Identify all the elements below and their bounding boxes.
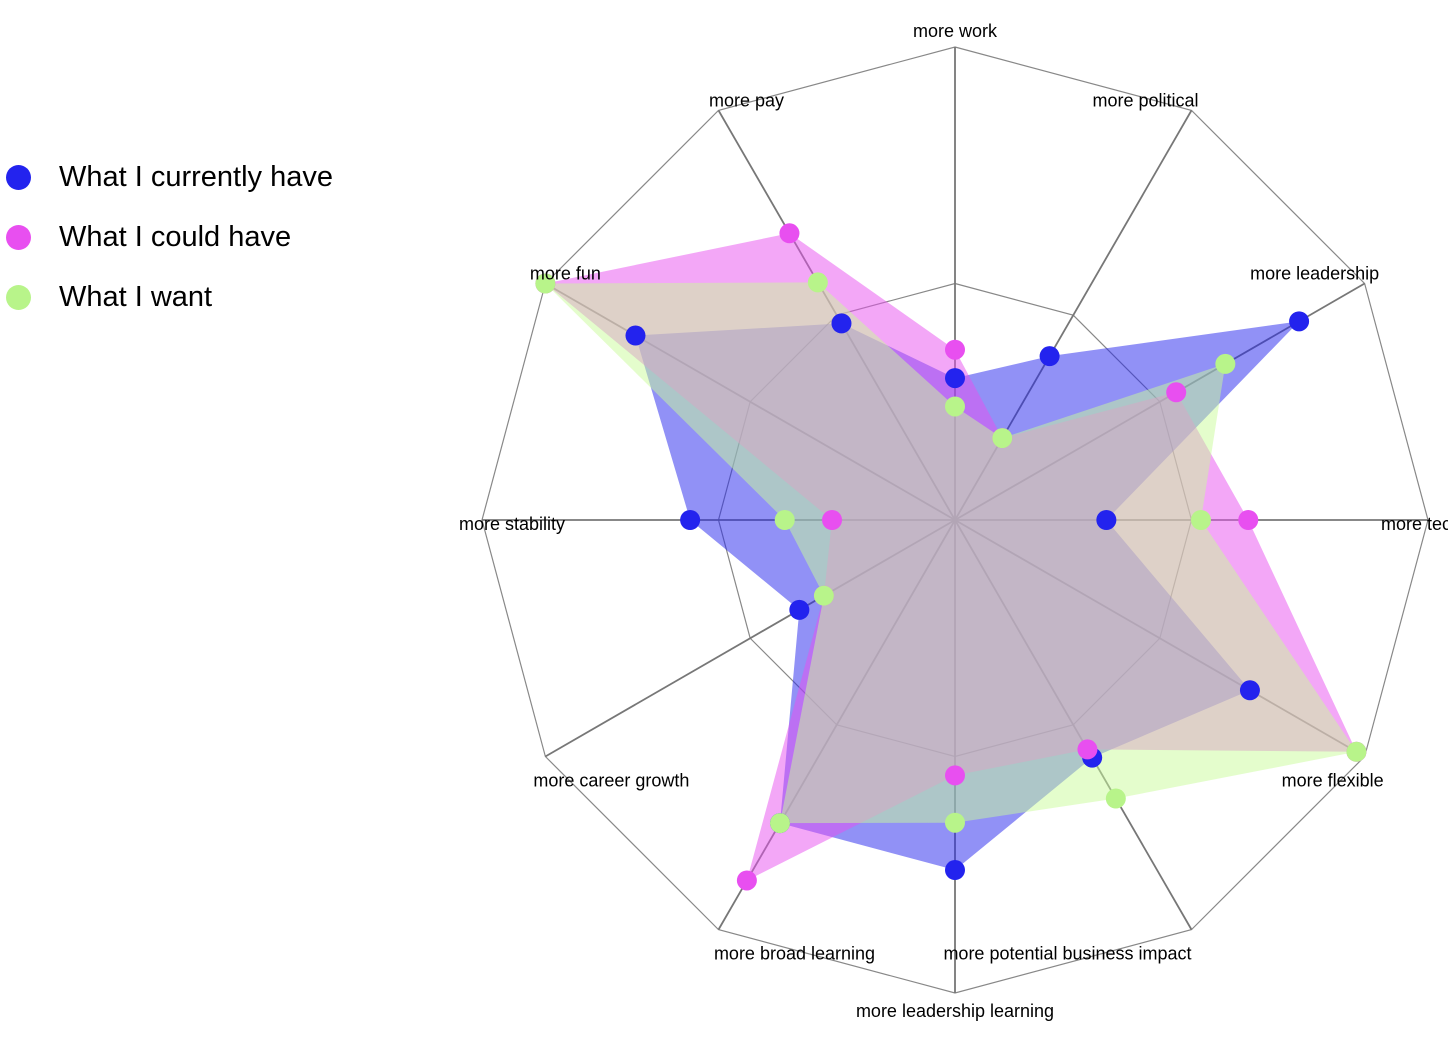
data-point-what-i-could-have-more-leadership-learning[interactable] (945, 765, 965, 786)
data-point-what-i-want-more-broad-learning[interactable] (769, 813, 790, 834)
data-point-what-i-currently-have-more-technical[interactable] (1096, 510, 1117, 530)
legend-dot-could (6, 225, 31, 250)
axis-label-more-technical: more technical (1381, 514, 1448, 534)
axis-label-more-career-growth: more career growth (533, 771, 689, 791)
data-point-what-i-currently-have-more-work[interactable] (945, 368, 965, 389)
data-point-what-i-could-have-more-broad-learning[interactable] (736, 870, 757, 891)
data-point-what-i-currently-have-more-career-growth[interactable] (789, 599, 810, 620)
data-point-what-i-want-more-pay[interactable] (807, 272, 828, 293)
data-point-what-i-want-more-technical[interactable] (1190, 510, 1211, 530)
legend-label-could: What I could have (59, 221, 292, 253)
data-point-what-i-currently-have-more-fun[interactable] (625, 325, 646, 346)
legend-label-want: What I want (59, 281, 213, 313)
data-point-what-i-want-more-flexible[interactable] (1346, 741, 1367, 762)
legend-dot-current (6, 165, 31, 190)
axis-label-more-leadership-learning: more leadership learning (856, 1001, 1054, 1021)
data-point-what-i-currently-have-more-political[interactable] (1039, 346, 1060, 367)
data-point-what-i-want-more-potential-business-impact[interactable] (1105, 788, 1126, 809)
data-point-what-i-want-more-leadership[interactable] (1215, 353, 1236, 374)
legend-item-current[interactable]: What I currently have (6, 160, 406, 193)
legend-item-want[interactable]: What I want (6, 280, 406, 313)
axis-label-more-stability: more stability (459, 514, 565, 534)
data-point-what-i-currently-have-more-stability[interactable] (680, 510, 701, 530)
data-point-what-i-currently-have-more-leadership[interactable] (1289, 311, 1310, 332)
data-point-what-i-could-have-more-potential-business-impact[interactable] (1077, 739, 1098, 760)
axis-label-more-leadership: more leadership (1250, 264, 1379, 284)
data-point-what-i-could-have-more-stability[interactable] (822, 510, 843, 530)
axis-label-more-pay: more pay (709, 90, 784, 110)
data-point-what-i-could-have-more-technical[interactable] (1238, 510, 1259, 530)
axis-label-more-fun: more fun (530, 264, 601, 284)
series-area-what-i-want (545, 282, 1357, 824)
data-point-what-i-want-more-stability[interactable] (774, 510, 795, 530)
data-point-what-i-want-more-fun[interactable] (535, 273, 556, 294)
data-point-what-i-want-more-political[interactable] (992, 428, 1013, 449)
data-point-what-i-currently-have-more-flexible[interactable] (1239, 680, 1260, 701)
series-areas (545, 233, 1357, 881)
data-point-what-i-could-have-more-leadership[interactable] (1166, 382, 1187, 403)
legend-dot-want (6, 285, 31, 310)
axis-label-more-broad-learning: more broad learning (714, 944, 875, 964)
data-point-what-i-could-have-more-work[interactable] (945, 339, 965, 360)
axis-label-more-potential-business-impact: more potential business impact (943, 944, 1191, 964)
data-point-what-i-want-more-work[interactable] (945, 396, 965, 417)
axis-labels: more work more political more leadership mo… (459, 21, 1448, 1021)
axis-label-more-political: more political (1092, 90, 1198, 110)
data-point-what-i-want-more-leadership-learning[interactable] (945, 812, 965, 833)
data-point-what-i-currently-have-more-pay[interactable] (831, 313, 852, 334)
data-point-what-i-could-have-more-pay[interactable] (779, 223, 800, 244)
legend-label-current: What I currently have (59, 161, 333, 193)
data-point-what-i-want-more-career-growth[interactable] (813, 585, 834, 606)
data-point-what-i-currently-have-more-leadership-learning[interactable] (945, 860, 965, 881)
legend-item-could[interactable]: What I could have (6, 220, 406, 253)
axis-label-more-flexible: more flexible (1282, 771, 1384, 791)
series-points (535, 223, 1367, 891)
axis-label-more-work: more work (913, 21, 998, 41)
